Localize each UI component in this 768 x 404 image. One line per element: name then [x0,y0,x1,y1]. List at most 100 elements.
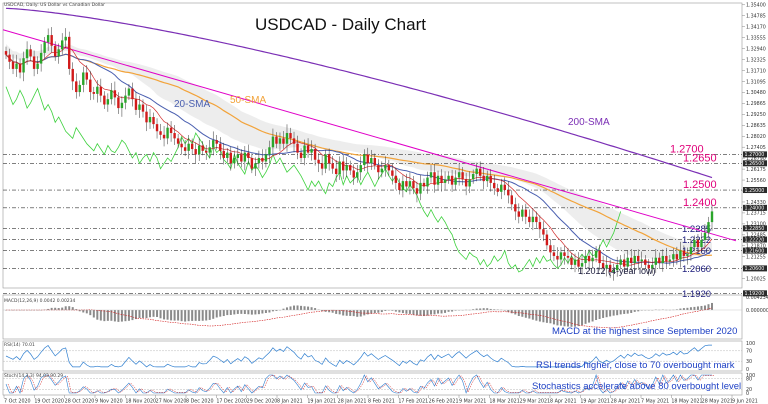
macd-bar [391,310,394,311]
rsi-axis-label: 70 [746,349,752,355]
candle [549,239,552,260]
candle [626,250,629,272]
y-tick-label: 1.29250 [746,112,766,118]
macd-bar [106,310,109,321]
y-tick-label: 1.27405 [746,145,766,151]
candle-body [703,232,707,240]
macd-bar [419,310,422,316]
candle [50,27,53,53]
macd-bar [444,310,447,313]
rsi-axis-label: 30 [746,359,752,365]
macd-bar [254,310,257,315]
candle-body [313,149,317,160]
macd-bar [257,310,260,315]
candle-body [131,88,134,100]
candle-body [665,255,668,262]
candle [145,105,148,132]
candle [447,171,450,184]
stoch-pane-frame [2,372,743,396]
macd-bar [623,310,626,314]
candle [450,169,454,192]
candle-body [359,165,362,173]
macd-bar [149,310,152,318]
candle [637,249,640,271]
macd-bar [528,310,531,319]
candle [475,162,478,182]
candle [349,160,352,175]
candle-body [183,147,187,151]
candle [313,143,317,166]
macd-bar [159,310,162,319]
candle-body [503,184,506,191]
candle [380,161,384,178]
candle-body [517,211,521,217]
candle-body [127,88,131,96]
candle-body [700,239,703,248]
rsi-pane-frame [2,340,743,372]
candle [440,169,443,192]
candle [173,125,176,145]
candle-body [363,154,366,166]
candle-body [212,140,215,148]
y-tick-label: 1.21870 [746,244,766,250]
candle [29,44,32,61]
candle-body [289,133,292,139]
macd-bar [268,310,271,313]
macd-bar [138,310,141,319]
x-tick-label: 28 Apr 2021 [611,399,641,404]
candle-body [633,255,636,264]
candle [261,149,264,170]
macd-bar [271,310,274,312]
candle-body [208,147,211,153]
macd-bar [68,306,71,310]
macd-bar [194,310,197,321]
candle [710,204,714,231]
candle [489,169,492,192]
candle [124,87,127,110]
candle-body [190,143,194,150]
y-tick-label: 1.23100 [746,222,766,228]
y-tick-label: 1.32940 [746,46,766,52]
macd-bar [616,310,619,316]
candle [570,253,573,270]
candle-body [630,257,633,264]
candle [633,250,636,269]
candle [661,249,665,272]
candle [464,172,468,196]
candle [394,167,398,190]
candle [278,132,282,152]
level-label: 1.2160 [682,246,711,257]
macd-bar [201,310,204,321]
level-price-tag-text: 1.21600 [745,248,765,254]
macd-bar [591,310,594,322]
macd-bar [229,310,232,315]
main-pane-frame [2,2,743,289]
candle-body [201,145,204,151]
candle [391,163,394,185]
candle-body [310,149,313,153]
candle-body [563,252,566,256]
y-tick-label: 1.28020 [746,134,766,140]
candle [18,58,22,79]
y-tick-label: 1.25560 [746,178,766,184]
candle [57,43,60,64]
macd-bar [637,310,640,312]
level-price-tag-text: 1.20600 [745,266,765,272]
candle-body [391,170,394,176]
macd-bar [236,310,239,314]
candle [426,171,429,194]
candle-body [352,170,355,178]
y-tick-label: 1.23715 [746,211,766,217]
candle [608,259,612,278]
ichimoku-cloud [6,43,712,259]
macd-bar [633,310,636,312]
stoch-axis-label: 80 [746,376,752,382]
x-tick-label: 7 Oct 2020 [4,399,31,404]
candle [8,48,11,70]
y-tick-label: 1.22485 [746,233,766,239]
macd-bar [507,310,510,313]
candle-body [39,52,43,64]
candle [68,31,71,75]
macd-bar [177,310,180,321]
